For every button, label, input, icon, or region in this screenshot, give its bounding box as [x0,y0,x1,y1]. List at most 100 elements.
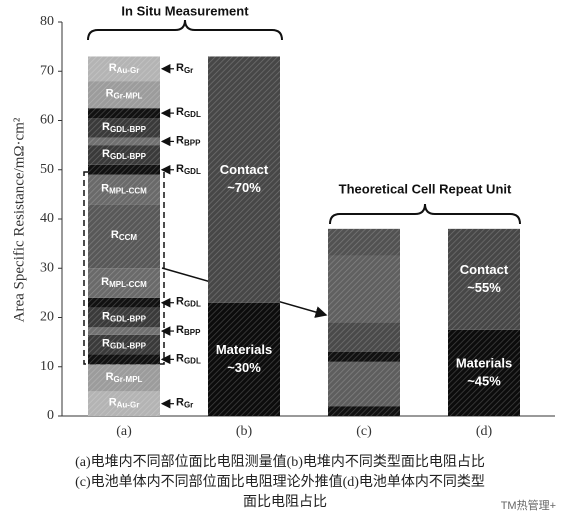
segment-label: RGr-MPL [106,88,143,101]
segment-hatch [88,307,160,328]
caption-line: (a)电堆内不同部位面比电阻测量值(b)电堆内不同类型面比电阻占比 [75,454,485,470]
segment-hatch [88,137,160,146]
brace [329,203,521,225]
subscript: GDL-BPP [110,315,147,324]
symbol: R [111,229,119,241]
symbol: R [102,121,110,133]
segment-name: Contact [460,262,509,277]
segment-label: RGDL-BPP [102,310,147,323]
symbol: R [102,148,110,160]
segment-label: RGDL-BPP [102,337,147,350]
segment-hatch [88,297,160,308]
segment-label: RMPL-CCM [101,182,147,195]
symbol: R [176,106,184,118]
y-tick-label: 60 [40,113,54,128]
y-tick-label: 50 [40,162,54,177]
subscript: BPP [184,328,201,337]
segment-hatch [88,174,160,205]
subscript: CCM [119,233,138,242]
segment-name: Materials [216,342,272,357]
segment-hatch [88,164,160,175]
segment-hatch [88,354,160,365]
brace [87,19,283,41]
symbol: R [101,182,109,194]
x-tick-label: (a) [116,424,132,439]
watermark: TM热管理+ [501,498,556,512]
subscript: MPL-CCM [109,280,147,289]
callout-label: RGr [176,62,193,75]
segment-hatch [208,56,280,303]
subscript: BPP [184,139,201,148]
symbol: R [102,310,110,322]
segment-hatch [328,406,400,416]
segment-name: Materials [456,355,512,370]
subscript: GDL [184,300,201,309]
subscript: Au-Gr [117,401,140,410]
symbol: R [109,397,117,409]
y-axis-label: Area Specific Resistance/mΩ·cm² [11,117,27,322]
callout-label: RBPP [176,134,201,147]
y-tick-label: 10 [40,359,54,374]
symbol: R [102,337,110,349]
segment-hatch [88,108,160,119]
caption-line: (c)电池单体内不同部位面比电阻理论外推值(d)电池单体内不同类型 [75,474,485,490]
y-tick-label: 30 [40,260,54,275]
y-tick-label: 0 [47,408,54,423]
symbol: R [176,324,184,336]
segment-hatch [88,145,160,165]
segment-hatch [88,204,160,269]
y-tick-label: 80 [40,14,54,29]
segment-hatch [88,268,160,298]
segment-hatch [88,81,160,109]
subscript: GDL-BPP [110,125,147,134]
subscript: Gr-MPL [114,92,143,101]
x-tick-label: (b) [236,424,253,439]
segment-hatch [328,322,400,352]
segment-name: Contact [220,162,269,177]
x-tick-label: (d) [476,424,493,439]
symbol: R [106,88,114,100]
callout-label: RGDL [176,163,201,176]
subscript: MPL-CCM [109,187,147,196]
y-tick-label: 40 [40,211,54,226]
subscript: Gr [184,401,193,410]
segment-hatch [88,364,160,392]
segment-hatch [88,327,160,335]
subscript: GDL [184,356,201,365]
symbol: R [176,397,184,409]
segment-hatch [328,255,400,323]
subscript: GDL-BPP [110,152,147,161]
segment-label: RCCM [111,229,138,242]
symbol: R [106,371,114,383]
symbol: R [176,134,184,146]
brace-label: Theoretical Cell Repeat Unit [339,181,512,196]
callout-label: RGDL [176,296,201,309]
brace-label: In Situ Measurement [121,3,249,18]
subscript: Au-Gr [117,66,140,75]
segment-label: RMPL-CCM [101,276,147,289]
segment-label: RGDL-BPP [102,121,147,134]
symbol: R [109,62,117,74]
symbol: R [176,163,184,175]
subscript: Gr-MPL [114,375,143,384]
segment-label: RAu-Gr [109,62,140,75]
caption-line: 面比电阻占比 [243,494,327,510]
segment-hatch [328,351,400,362]
segment-hatch [448,329,520,416]
callout-label: RBPP [176,324,201,337]
segment-hatch [88,56,160,82]
segment-hatch [328,228,400,256]
subscript: GDL-BPP [110,342,147,351]
y-tick-label: 70 [40,63,54,78]
symbol: R [176,62,184,74]
x-tick-label: (c) [356,424,372,439]
segment-hatch [88,391,160,416]
segment-hatch [88,334,160,355]
segment-label: RGDL-BPP [102,148,147,161]
callout-label: RGr [176,397,193,410]
segment-note: ~30% [227,360,261,375]
segment-hatch [328,361,400,407]
segment-hatch [88,118,160,138]
y-tick-label: 20 [40,310,54,325]
